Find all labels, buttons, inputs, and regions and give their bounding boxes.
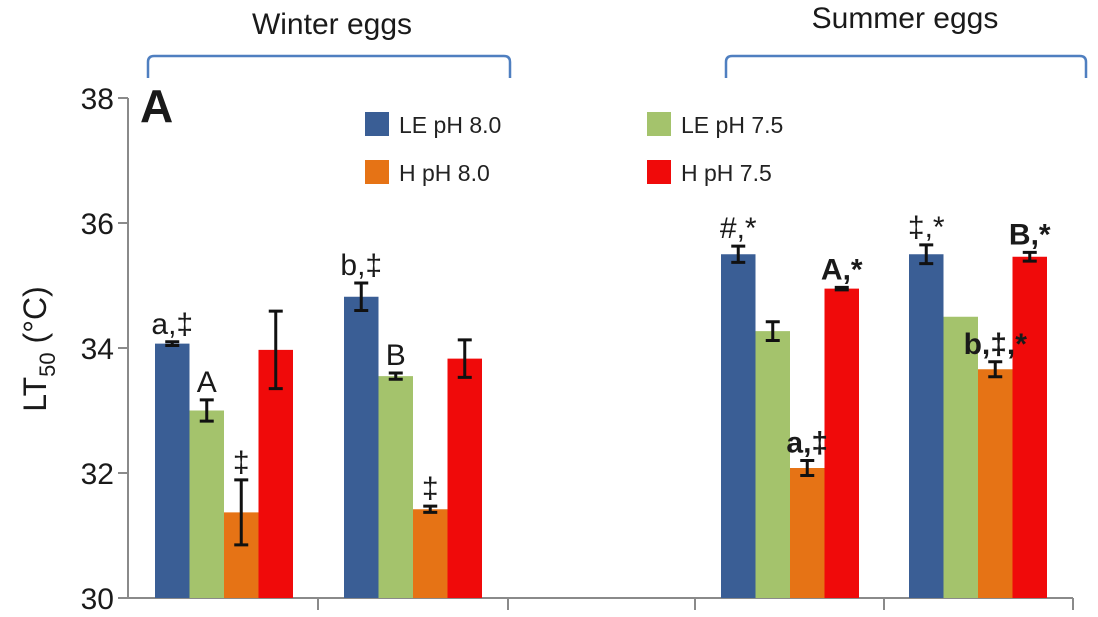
legend-label: H pH 7.5 <box>681 160 772 186</box>
bar-annotation: B <box>386 339 406 372</box>
bar-annotation: B,* <box>1009 218 1051 251</box>
bar <box>344 296 379 598</box>
winter-eggs-brace <box>146 54 512 78</box>
bar <box>909 254 944 598</box>
bars <box>155 254 1047 598</box>
bar-annotation: ‡ <box>233 446 250 479</box>
bar <box>943 316 978 598</box>
bar <box>413 509 448 598</box>
bar <box>721 254 756 598</box>
bar <box>258 349 293 598</box>
bar-annotations: a,‡A‡b,‡B‡#,*a,‡A,*‡,*b,‡,*B,* <box>151 211 1051 505</box>
y-tick-label: 38 <box>81 83 114 116</box>
bar-annotation: a,‡ <box>786 427 828 460</box>
group-label-summer: Summer eggs <box>812 2 999 35</box>
summer-eggs-brace <box>724 54 1088 78</box>
panel-label: A <box>140 80 173 132</box>
bar <box>189 410 224 598</box>
bar <box>755 331 790 598</box>
legend-label: LE pH 8.0 <box>399 112 501 138</box>
bar-annotation: #,* <box>720 212 757 245</box>
legend-swatch <box>647 112 671 136</box>
group-label-winter: Winter eggs <box>252 8 412 41</box>
legend-swatch <box>647 160 671 184</box>
y-tick-label: 32 <box>81 458 114 491</box>
bar-annotation: A <box>197 366 217 399</box>
y-tick-label: 30 <box>81 583 114 616</box>
bar-annotation: b,‡ <box>340 249 382 282</box>
legend-swatch <box>365 160 389 184</box>
bar <box>790 468 825 598</box>
bar-annotation: A,* <box>821 253 863 286</box>
bar <box>378 376 413 598</box>
y-tick-label: 34 <box>81 333 114 366</box>
group-braces <box>146 54 1088 78</box>
legend-swatch <box>365 112 389 136</box>
bar-annotation: ‡ <box>422 472 439 505</box>
bar <box>978 369 1013 598</box>
bar-annotation: b,‡,* <box>964 328 1028 361</box>
bar <box>447 358 482 598</box>
y-axis-title: LT50 (°C) <box>17 286 60 412</box>
y-tick-label: 36 <box>81 208 114 241</box>
bar-annotation: a,‡ <box>151 308 193 341</box>
error-bars <box>165 243 1037 547</box>
bar-annotation: ‡,* <box>908 211 945 244</box>
legend-label: H pH 8.0 <box>399 160 490 186</box>
legend-label: LE pH 7.5 <box>681 112 783 138</box>
bar <box>155 343 190 598</box>
legend: LE pH 8.0 LE pH 7.5 H pH 8.0 H pH 7.5 <box>365 112 783 186</box>
bar <box>824 288 859 598</box>
bar <box>1012 256 1047 598</box>
